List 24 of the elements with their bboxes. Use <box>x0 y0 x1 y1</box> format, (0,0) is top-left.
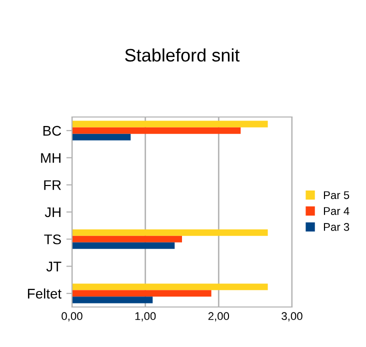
bar <box>72 290 212 297</box>
x-tick-label: 1,00 <box>135 312 156 322</box>
x-tick-label: 2,00 <box>208 312 230 322</box>
bar <box>72 284 268 290</box>
y-tick-label: MH <box>41 153 60 163</box>
legend-label: Par 3 <box>324 223 350 231</box>
x-tick-label: 3,00 <box>282 312 302 322</box>
bar <box>72 127 241 134</box>
bar <box>72 296 153 304</box>
x-tick-label: 0,00 <box>62 312 82 322</box>
bar <box>72 236 182 242</box>
chart-title: Stableford snit <box>125 48 240 62</box>
y-tick-label: JH <box>44 207 60 218</box>
bar <box>72 242 175 249</box>
y-tick-label: BC <box>43 126 62 136</box>
bar <box>72 120 268 128</box>
y-tick-label: JT <box>46 262 62 272</box>
bar <box>72 229 268 236</box>
legend-label: Par 4 <box>324 207 350 215</box>
y-tick-label: FR <box>44 180 61 190</box>
bar <box>72 134 131 140</box>
legend-label: Par 5 <box>324 191 350 200</box>
y-tick-label: TS <box>44 234 61 244</box>
y-tick-label: Feltet <box>28 288 62 299</box>
